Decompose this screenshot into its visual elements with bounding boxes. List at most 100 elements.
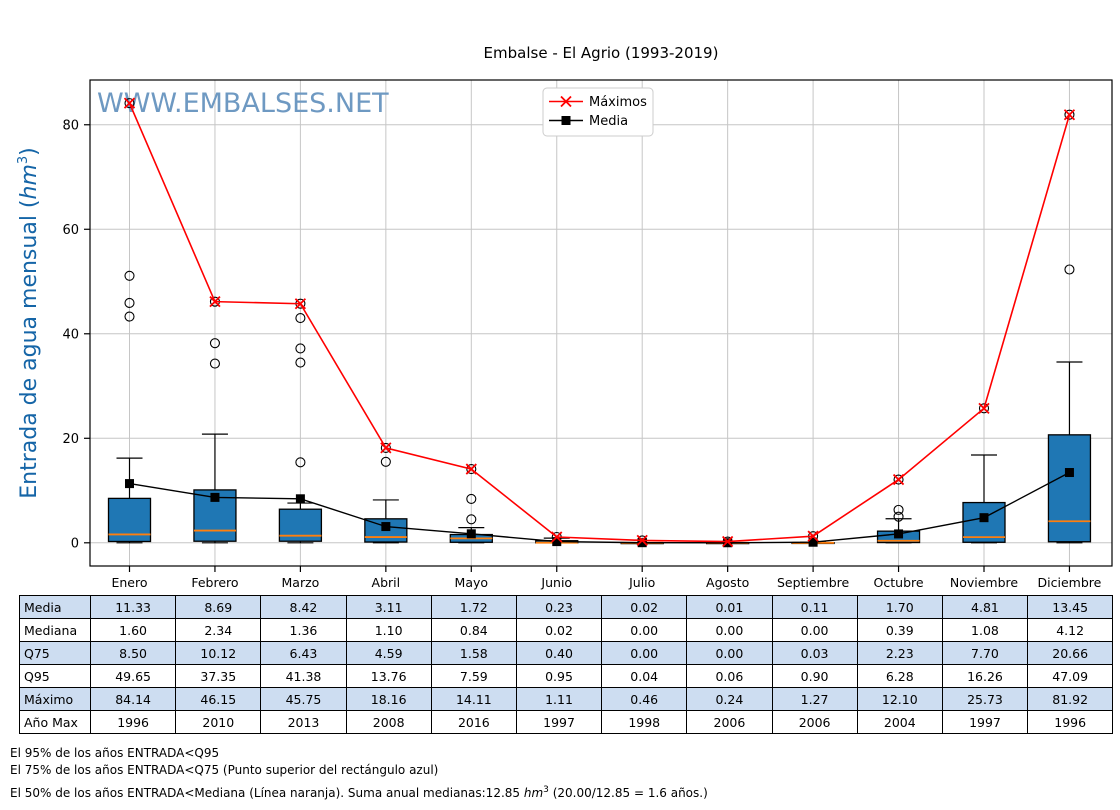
media-marker (466, 529, 476, 539)
flier-circle (380, 442, 391, 453)
table-cell: 1.58 (430, 641, 517, 665)
flier-circle (124, 311, 135, 322)
y-tick-label: 60 (62, 223, 79, 238)
max-x-marker (209, 296, 221, 308)
table-cell: 6.43 (260, 641, 347, 665)
table-cell: 0.03 (771, 641, 858, 665)
x-tick-label: Abril (372, 575, 401, 590)
table-cell: 0.02 (515, 618, 603, 642)
watermark: WWW.EMBALSES.NET (97, 88, 389, 119)
table-cell: 1.27 (771, 687, 858, 711)
table-row: Año Max 1996 2010 2013 2008 2016 1997 1998 2006 2… (19, 710, 1114, 734)
table-cell: 11.33 (89, 595, 177, 619)
table-cell: 0.11 (771, 595, 858, 619)
table-cell: 0.24 (686, 687, 773, 711)
flier-circle (380, 456, 391, 467)
page-title: Embalse - El Agrio (1993-2019) (483, 44, 719, 62)
table-cell: 84.14 (89, 687, 177, 711)
table-cell: 1996 (89, 710, 177, 734)
table-cell: 2006 (771, 710, 858, 734)
table-cell: 1.36 (260, 618, 347, 642)
table-cell: 20.66 (1027, 641, 1114, 665)
y-axis-title: Entrada de agua mensual (hm3) (16, 147, 42, 499)
x-axis: Enero Febrero Marzo Abril Mayo Junio Julio Agos… (111, 566, 1102, 590)
table-cell: 2.34 (175, 618, 262, 642)
table-cell: 45.75 (260, 687, 347, 711)
footnote-mediana: El 50% de los años ENTRADA<Mediana (Líne… (10, 782, 708, 802)
table-cell: 13.76 (345, 664, 432, 688)
table-cell: 1.72 (430, 595, 517, 619)
legend: Máximos Media (542, 87, 654, 137)
y-tick-label: 80 (62, 118, 79, 133)
table-cell: 1997 (515, 710, 603, 734)
boxplots (107, 98, 1092, 547)
table-cell: 0.46 (601, 687, 688, 711)
x-tick-label: Octubre (874, 575, 924, 590)
table-cell: 2016 (430, 710, 517, 734)
table-row: Mediana 1.60 2.34 1.36 1.10 0.84 0.02 0.00 0.00 0… (19, 618, 1114, 642)
table-cell: 1.08 (941, 618, 1029, 642)
table-cell: 81.92 (1027, 687, 1114, 711)
table-cell: 0.39 (856, 618, 943, 642)
table-cell: 0.02 (601, 595, 688, 619)
table-row: Q95 49.65 37.35 41.38 13.76 7.59 0.95 0.04 0.06 0… (19, 664, 1114, 688)
flier-circle (893, 511, 904, 522)
x-tick-label: Noviembre (950, 575, 1019, 590)
footnote-mediana-text: El 50% de los años ENTRADA<Mediana (Líne… (10, 786, 524, 800)
table-cell: 18.16 (345, 687, 432, 711)
row-label: Año Max (19, 710, 91, 734)
flier-circle (124, 297, 135, 308)
max-x-marker (551, 531, 563, 543)
stats-table: Media 11.33 8.69 8.42 3.11 1.72 0.23 0.02 0.01 0.… (19, 595, 1114, 734)
legend-label-maximos: Máximos (589, 95, 647, 110)
table-cell: 2008 (345, 710, 432, 734)
y-tick-label: 0 (71, 536, 79, 551)
table-cell: 14.11 (430, 687, 517, 711)
table-cell: 1998 (601, 710, 688, 734)
table-cell: 41.38 (260, 664, 347, 688)
flier-circle (209, 358, 220, 369)
x-tick-label: Septiembre (777, 575, 850, 590)
x-tick-label: Junio (540, 575, 572, 590)
table-cell: 8.69 (175, 595, 262, 619)
table-cell: 8.42 (260, 595, 347, 619)
table-cell: 4.12 (1027, 618, 1114, 642)
max-x-marker (1063, 109, 1076, 121)
table-cell: 12.10 (856, 687, 943, 711)
table-cell: 2004 (856, 710, 943, 734)
media-marker (210, 492, 220, 502)
table-cell: 47.09 (1027, 664, 1114, 688)
max-x-marker (807, 530, 819, 542)
x-tick-label: Mayo (455, 575, 489, 590)
x-tick-label: Febrero (191, 575, 238, 590)
row-label: Media (19, 595, 91, 619)
row-label: Q95 (19, 664, 91, 688)
row-label: Mediana (19, 618, 91, 642)
boxplot-chart: WWW.EMBALSES.NET 0 20 40 60 80 Enero Febrero Mar… (16, 79, 1113, 590)
media-marker (552, 537, 562, 547)
max-x-marker (978, 402, 990, 414)
table-cell: 2010 (175, 710, 262, 734)
x-tick-label: Diciembre (1038, 575, 1102, 590)
table-cell: 16.26 (941, 664, 1029, 688)
legend-x-marker (560, 95, 572, 108)
y-tick-label: 20 (62, 432, 79, 447)
footnote-q95: El 95% de los años ENTRADA<Q95 (10, 746, 220, 760)
table-cell: 1996 (1027, 710, 1114, 734)
max-x-marker (294, 298, 307, 310)
legend-label-media: Media (589, 114, 628, 129)
unit-hm: hm (523, 786, 544, 800)
table-cell: 0.23 (515, 595, 603, 619)
unit-sup: 3 (543, 785, 549, 795)
table-cell: 1997 (941, 710, 1029, 734)
table-cell: 0.00 (771, 618, 858, 642)
table-cell: 10.12 (175, 641, 262, 665)
box (962, 501, 1006, 543)
row-label: Q75 (19, 641, 91, 665)
flier-circle (124, 270, 135, 281)
table-cell: 0.90 (771, 664, 858, 688)
table-cell: 25.73 (941, 687, 1029, 711)
x-tick-label: Julio (628, 575, 655, 590)
table-cell: 6.28 (856, 664, 943, 688)
flier-circle (1064, 109, 1075, 120)
